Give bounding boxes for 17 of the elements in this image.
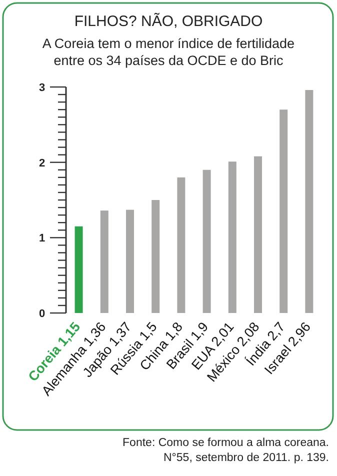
chart-subtitle: A Coreia tem o menor índice de fertilidade entre os 34 países da OCDE e do Bric xyxy=(42,36,295,68)
bar xyxy=(177,177,186,313)
bar xyxy=(305,90,314,313)
bar xyxy=(280,110,288,313)
bar xyxy=(126,210,134,313)
y-tick-label: 1 xyxy=(38,232,46,245)
bar xyxy=(254,156,262,313)
bar xyxy=(100,210,108,313)
y-tick-label: 3 xyxy=(38,82,46,94)
source-note: Fonte: Como se formou a alma coreana. N°55, setembro de 2011. p. 139. xyxy=(122,437,329,464)
y-tick-label: 0 xyxy=(38,308,46,320)
chart-title: FILHOS? NÃO, OBRIGADO xyxy=(74,12,263,30)
bar xyxy=(202,170,211,313)
bar xyxy=(74,226,83,313)
bar xyxy=(152,200,160,313)
y-tick-label: 2 xyxy=(38,157,46,170)
bar xyxy=(228,162,236,313)
